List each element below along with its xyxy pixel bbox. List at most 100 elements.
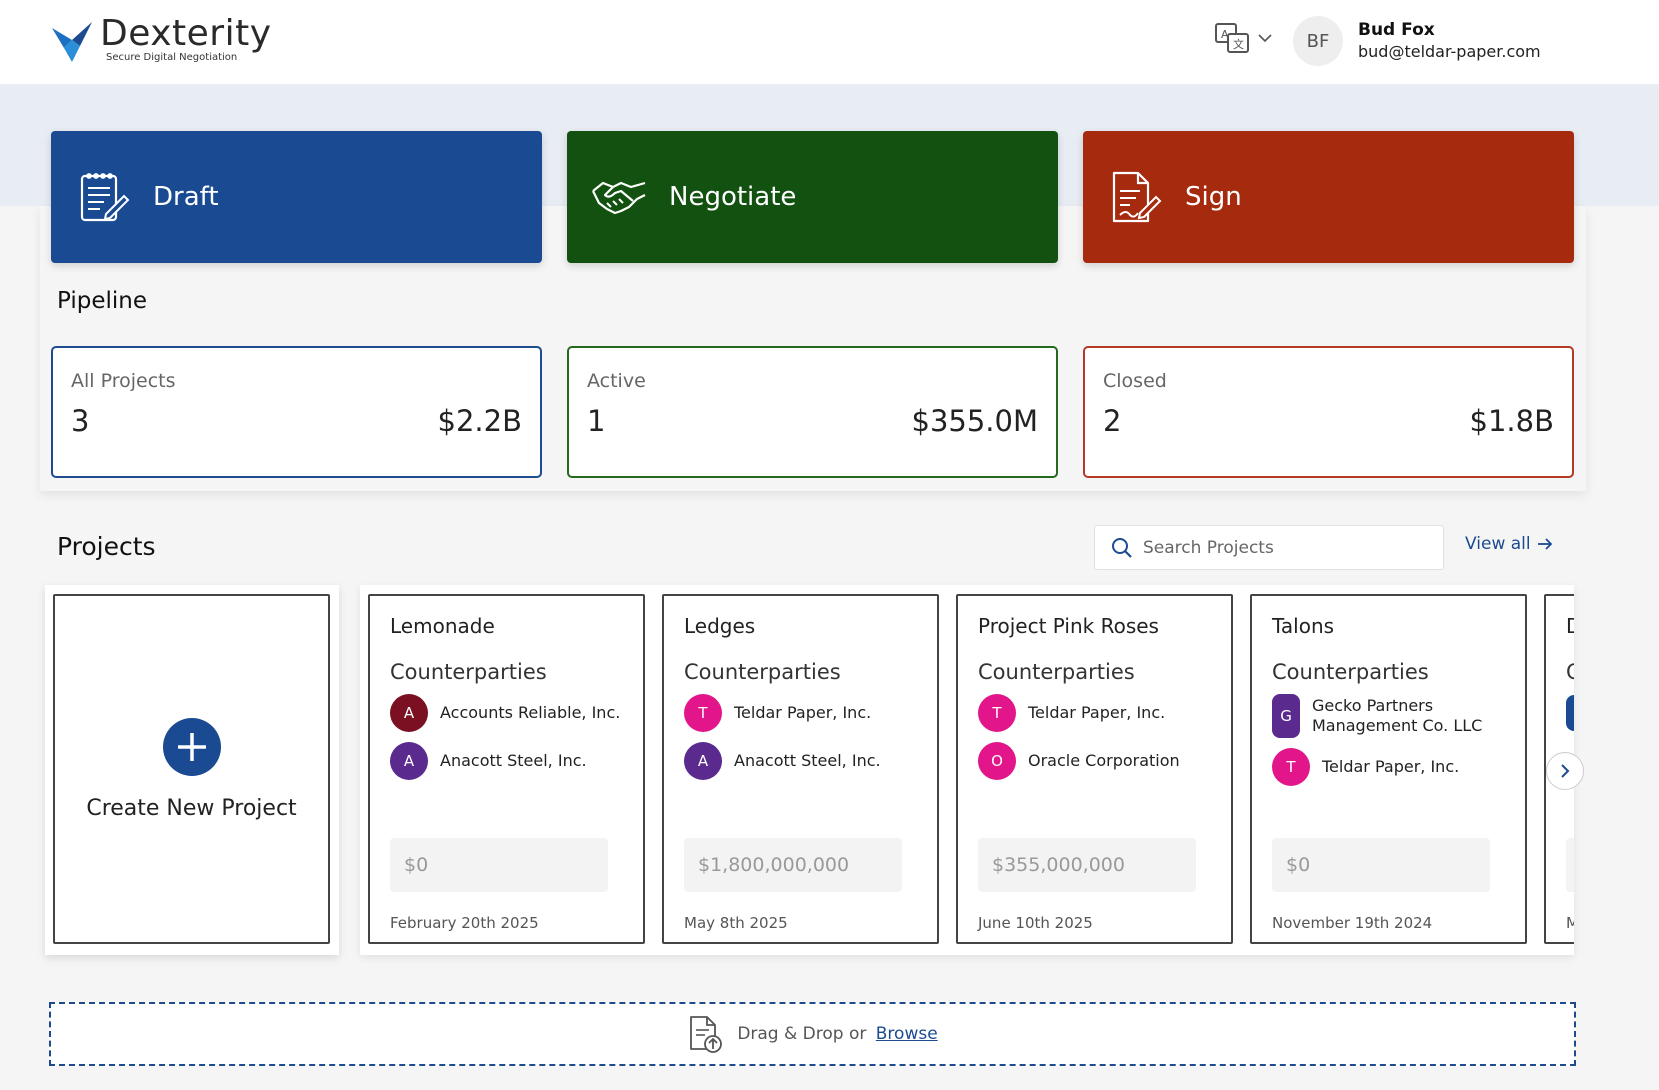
stat-active[interactable]: Active 1 $355.0M [567,346,1058,478]
projects-carousel: Lemonade Counterparties A Accounts Relia… [360,585,1574,955]
counterparty-name: Accounts Reliable, Inc. [440,703,621,722]
counterparty-item: A Accounts Reliable, Inc. [390,694,623,732]
counterparty-name: Oracle Corporation [1028,751,1180,770]
project-value: $355,000,000 [978,838,1196,892]
user-name: Bud Fox [1358,20,1435,40]
project-card-pink-roses[interactable]: Project Pink Roses Counterparties T Teld… [956,594,1233,944]
dexterity-logo-icon [52,22,92,62]
counterparty-name: Anacott Steel, Inc. [440,751,587,770]
negotiate-label: Negotiate [669,182,797,212]
project-title: Talons [1272,614,1335,638]
negotiate-tile[interactable]: Negotiate [567,131,1058,263]
chevron-right-icon [1561,764,1570,778]
counterparty-avatar: A [684,742,722,780]
app-header: Dexterity Secure Digital Negotiation A 文… [0,0,1659,84]
project-title: Project Pink Roses [978,614,1159,638]
counterparty-item: A Anacott Steel, Inc. [684,742,917,780]
counterparty-item: T Teldar Paper, Inc. [978,694,1211,732]
project-date: June 10th 2025 [978,914,1093,932]
counterparty-item: A Anacott Steel, Inc. [390,742,623,780]
stat-amount: $355.0M [911,404,1039,438]
counterparties-heading: Counterparties [390,660,547,684]
file-dropzone[interactable]: Drag & Drop or Browse [49,1002,1576,1066]
counterparties-heading: Counterparties [1272,660,1429,684]
translate-icon: A 文 [1215,23,1249,53]
create-new-project-label: Create New Project [86,795,297,821]
sign-tile[interactable]: Sign [1083,131,1574,263]
project-date: November 19th 2024 [1272,914,1433,932]
stat-all-projects[interactable]: All Projects 3 $2.2B [51,346,542,478]
project-date: May 8th 2025 [684,914,788,932]
plus-icon [162,717,221,776]
counterparty-avatar: T [684,694,722,732]
upload-file-icon [690,1016,723,1053]
project-card-lemonade[interactable]: Lemonade Counterparties A Accounts Relia… [368,594,645,944]
counterparty-avatar: A [390,742,428,780]
stat-label: All Projects [71,370,176,392]
user-email: bud@teldar-paper.com [1358,42,1541,61]
dropzone-text: Drag & Drop or Browse [737,1024,937,1044]
svg-text:A: A [1221,28,1229,41]
sign-label: Sign [1185,182,1242,212]
view-all-link[interactable]: View all [1465,534,1553,554]
draft-tile[interactable]: Draft [51,131,542,263]
browse-link[interactable]: Browse [875,1024,938,1044]
stat-amount: $1.8B [1469,404,1554,438]
draft-label: Draft [153,182,219,212]
projects-heading: Projects [57,532,156,561]
counterparty-avatar: T [978,694,1016,732]
counterparties-heading: Counterparties [684,660,841,684]
project-title: D [1566,614,1574,638]
stat-count: 3 [71,404,90,438]
counterparty-name: Teldar Paper, Inc. [734,703,872,722]
counterparty-avatar: T [1272,748,1310,786]
counterparty-name: Gecko Partners Management Co. LLC [1312,696,1483,735]
counterparty-avatar [1566,695,1574,731]
counterparties-heading: Counterparties [1566,660,1574,684]
stat-count: 1 [587,404,606,438]
project-value: $0 [1272,838,1490,892]
arrow-right-icon [1537,538,1552,550]
counterparty-item [1566,694,1574,732]
project-title: Ledges [684,614,756,638]
counterparty-item: T Teldar Paper, Inc. [684,694,917,732]
carousel-next-button[interactable] [1546,752,1584,790]
counterparty-item: T Teldar Paper, Inc. [1272,748,1505,786]
project-value: $0 [390,838,608,892]
document-sign-icon [1107,169,1163,225]
stat-label: Active [587,370,646,392]
user-avatar[interactable]: BF [1293,16,1343,66]
stat-closed[interactable]: Closed 2 $1.8B [1083,346,1574,478]
language-selector[interactable]: A 文 [1214,20,1272,56]
search-box [1094,525,1444,570]
counterparty-item: O Oracle Corporation [978,742,1211,780]
pipeline-heading: Pipeline [57,288,148,314]
counterparty-avatar: G [1272,694,1300,738]
project-card-ledges[interactable]: Ledges Counterparties T Teldar Paper, In… [662,594,939,944]
counterparty-name: Anacott Steel, Inc. [734,751,881,770]
search-icon [1112,537,1132,558]
counterparties-heading: Counterparties [978,660,1135,684]
svg-text:文: 文 [1233,37,1244,51]
brand-logo[interactable]: Dexterity Secure Digital Negotiation [50,14,272,64]
counterparty-avatar: A [390,694,428,732]
counterparty-name: Teldar Paper, Inc. [1322,757,1460,776]
counterparty-avatar: O [978,742,1016,780]
user-info[interactable]: Bud Fox bud@teldar-paper.com [1358,20,1541,61]
stat-amount: $2.2B [437,404,522,438]
counterparty-item: G Gecko Partners Management Co. LLC [1272,694,1505,738]
handshake-icon [591,169,647,225]
brand-name: Dexterity [100,13,272,54]
project-value [1566,838,1574,892]
project-card-talons[interactable]: Talons Counterparties G Gecko Partners M… [1250,594,1527,944]
create-new-project-card[interactable]: Create New Project [53,594,330,944]
brand-tagline: Secure Digital Negotiation [106,52,238,63]
dropzone-label: Drag & Drop or [737,1024,867,1044]
project-value: $1,800,000,000 [684,838,902,892]
chevron-down-icon [1258,34,1272,43]
view-all-label: View all [1465,534,1531,554]
search-projects-input[interactable] [1143,537,1423,558]
project-title: Lemonade [390,614,495,638]
project-date: February 20th 2025 [390,914,539,932]
create-project-panel: Create New Project [45,585,339,955]
